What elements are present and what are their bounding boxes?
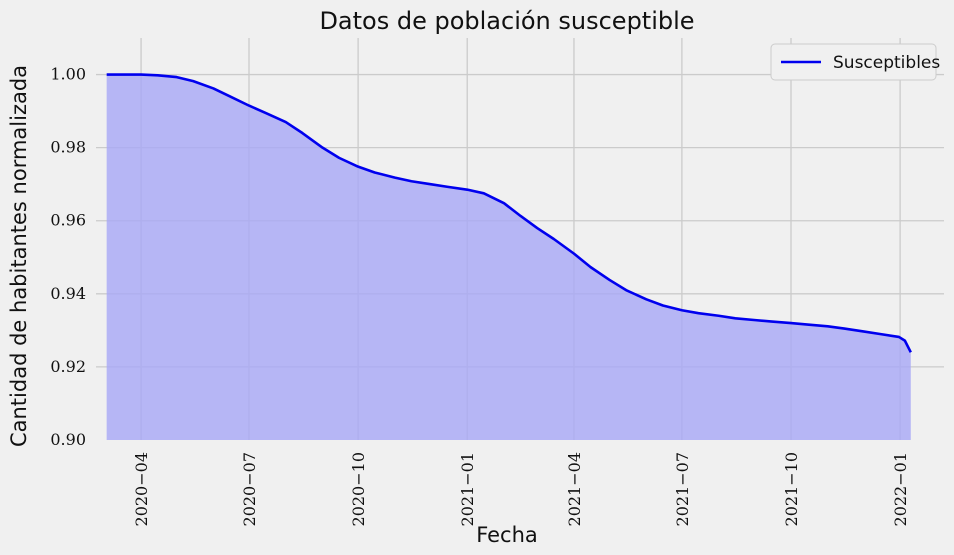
legend-box <box>770 43 937 81</box>
x-tick-label: 2020−04 <box>132 452 151 526</box>
susceptibles-area <box>106 74 911 441</box>
x-tick-label: 2020−07 <box>240 452 259 526</box>
legend: Susceptibles <box>770 43 940 81</box>
x-tick-label: 2021−07 <box>673 452 692 526</box>
x-tick-label: 2021−04 <box>565 452 584 526</box>
y-tick-label: 0.96 <box>50 211 86 230</box>
y-tick-label: 0.94 <box>50 284 86 303</box>
y-axis-label: Cantidad de habitantes normalizada <box>7 65 31 447</box>
y-axis-ticks: 0.90 0.92 0.94 0.96 0.98 1.00 <box>50 65 86 449</box>
y-tick-label: 0.98 <box>50 138 86 157</box>
x-axis-label: Fecha <box>476 523 538 547</box>
chart-title: Datos de población susceptible <box>319 7 694 35</box>
x-tick-label: 2022−01 <box>891 452 910 526</box>
y-tick-label: 1.00 <box>50 65 86 84</box>
y-tick-label: 0.90 <box>50 430 86 449</box>
x-tick-label: 2020−10 <box>349 452 368 526</box>
x-axis-ticks: 2020−04 2020−07 2020−10 2021−01 2021−04 2021−… <box>132 452 910 526</box>
y-tick-label: 0.92 <box>50 357 86 376</box>
x-tick-label: 2021−10 <box>782 452 801 526</box>
susceptibles-line <box>106 73 912 353</box>
legend-label-susceptibles: Susceptibles <box>833 53 940 73</box>
line-layer <box>106 73 912 353</box>
area-layer <box>106 74 911 441</box>
x-tick-label: 2021−01 <box>458 452 477 526</box>
